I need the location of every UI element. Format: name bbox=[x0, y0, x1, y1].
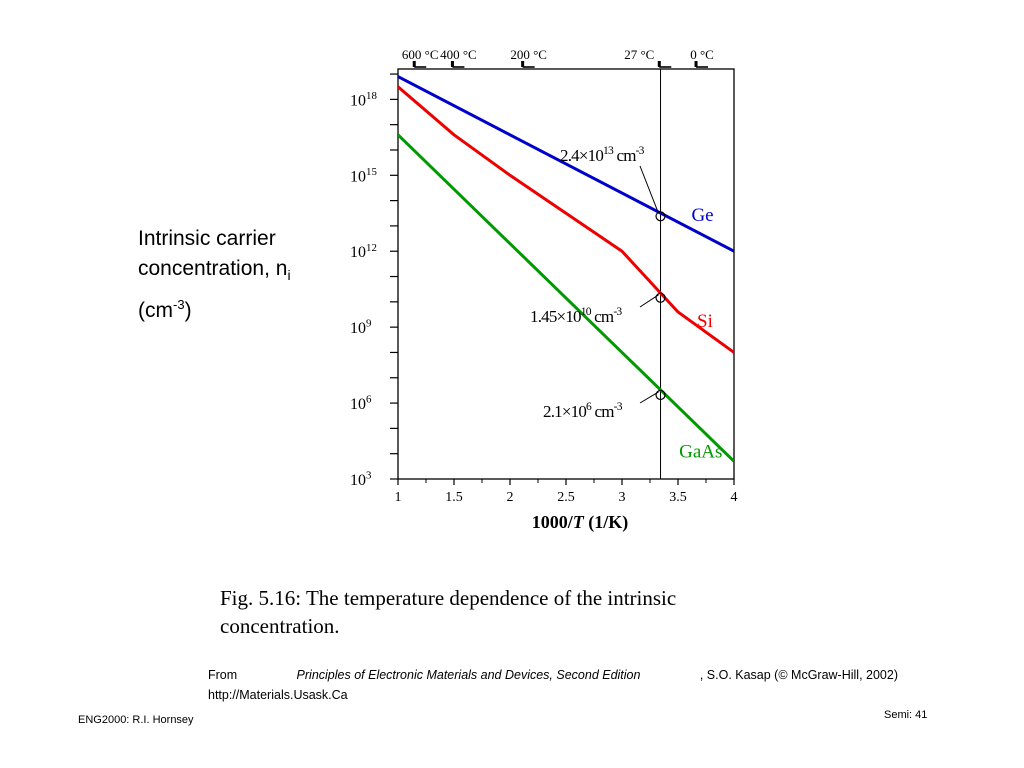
source-citation: From Principles of Electronic Materials … bbox=[208, 665, 898, 705]
y-tick-label: 1015 bbox=[350, 166, 377, 185]
y-tick-label: 109 bbox=[350, 318, 371, 337]
temperature-label: 0 °C bbox=[690, 47, 714, 62]
annotation-leader bbox=[639, 294, 659, 308]
source-line1: From Principles of Electronic Materials … bbox=[208, 665, 898, 685]
caption-line2: concentration. bbox=[220, 614, 340, 638]
annotation-label: 2.1×106 cm-3 bbox=[543, 400, 623, 421]
x-tick-label: 2 bbox=[507, 490, 514, 505]
caption-line1: Fig. 5.16: The temperature dependence of… bbox=[220, 586, 677, 610]
value-marker bbox=[655, 292, 666, 303]
x-tick-label: 2.5 bbox=[557, 490, 575, 505]
source-author: , S.O. Kasap (© McGraw-Hill, 2002) bbox=[699, 668, 898, 682]
temperature-label: 600 °C bbox=[402, 47, 439, 62]
series-label-si: Si bbox=[697, 311, 713, 332]
series-line-ge bbox=[398, 75, 734, 253]
footer-slide-number: Semi: 41 bbox=[884, 709, 928, 721]
source-url: http://Materials.Usask.Ca bbox=[208, 688, 348, 702]
series-line-gaas bbox=[398, 133, 734, 463]
y-tick-label: 106 bbox=[350, 394, 372, 413]
x-tick-label: 4 bbox=[731, 490, 738, 505]
series-line-si bbox=[398, 85, 734, 354]
value-marker bbox=[655, 389, 666, 401]
y-tick-label: 1018 bbox=[350, 90, 377, 109]
x-tick-label: 3.5 bbox=[669, 490, 687, 505]
series-label-gaas: GaAs bbox=[679, 441, 722, 462]
y-axis-label-line3: (cm-3) bbox=[138, 297, 192, 323]
y-axis-label-line1: Intrinsic carrier bbox=[138, 227, 276, 250]
annotation-leader bbox=[639, 165, 659, 214]
figure-caption: Fig. 5.16: The temperature dependence of… bbox=[220, 584, 820, 640]
annotation-label: 1.45×1010 cm-3 bbox=[530, 305, 622, 326]
x-tick-label: 3 bbox=[619, 490, 626, 505]
y-axis-label-line2: concentration, ni bbox=[138, 257, 291, 284]
y-axis-label: Intrinsic carrier concentration, ni (cm-… bbox=[138, 224, 291, 326]
temperature-label: 400 °C bbox=[440, 47, 477, 62]
source-from: From bbox=[208, 668, 238, 682]
x-axis-label: 1000/T (1/K) bbox=[532, 512, 629, 533]
y-tick-label: 1012 bbox=[350, 242, 377, 261]
temperature-label: 200 °C bbox=[510, 47, 547, 62]
x-tick-label: 1.5 bbox=[445, 490, 463, 505]
temperature-label: 27 °C bbox=[624, 47, 654, 62]
source-book-title: Principles of Electronic Materials and D… bbox=[296, 668, 641, 682]
value-marker bbox=[655, 211, 666, 222]
x-tick-label: 1 bbox=[395, 490, 402, 505]
footer-course: ENG2000: R.I. Hornsey bbox=[78, 714, 194, 726]
y-tick-label: 103 bbox=[350, 470, 372, 489]
series-label-ge: Ge bbox=[691, 205, 713, 226]
annotation-leader bbox=[639, 391, 659, 404]
annotation-label: 2.4×1013 cm-3 bbox=[560, 144, 645, 165]
